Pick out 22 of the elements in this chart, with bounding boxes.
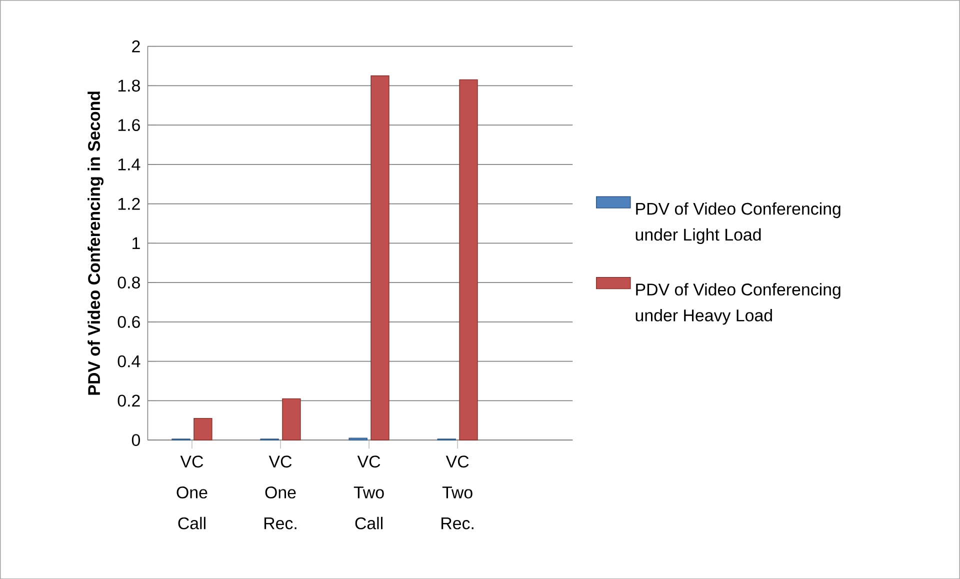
y-tick-label: 0.6 (118, 316, 140, 328)
y-tick-label: 0 (132, 434, 140, 446)
x-tick-label: VC One Rec. (264, 455, 296, 530)
legend-label: PDV of Video Conferencing under Light Load (636, 202, 840, 244)
y-tick-label: 1.8 (118, 80, 140, 92)
y-tick-label: 1.6 (118, 118, 140, 131)
y-tick-label: 1 (132, 237, 140, 249)
x-tick-label: VC One Call (176, 455, 208, 530)
y-tick-label: 1.2 (118, 198, 140, 210)
legend-label: PDV of Video Conferencing under Heavy Load (636, 282, 840, 325)
y-tick-label: 0.2 (118, 394, 140, 407)
bar (282, 398, 301, 440)
x-tick-label: VC Two Rec. (442, 455, 474, 530)
bar (370, 75, 390, 440)
y-tick-label: 2 (132, 40, 140, 52)
y-tick-label: 0.4 (118, 355, 140, 368)
x-tick-label: VC Two Call (354, 455, 384, 530)
y-tick-label: 0.8 (118, 276, 140, 288)
bar (459, 79, 478, 440)
bar (194, 418, 212, 440)
y-tick-label: 1.4 (118, 158, 140, 170)
y-axis-title: PDV of Video Conferencing in Second (88, 92, 104, 395)
